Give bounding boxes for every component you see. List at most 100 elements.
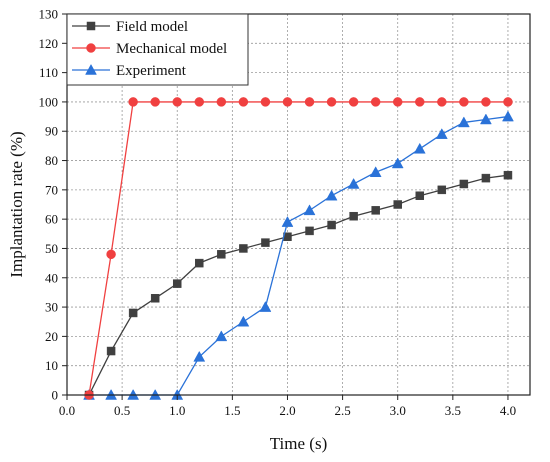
data-point bbox=[260, 97, 271, 107]
data-point bbox=[172, 279, 182, 288]
data-point bbox=[437, 185, 447, 195]
y-tick-label: 40 bbox=[45, 270, 58, 285]
series-circle-group bbox=[84, 97, 513, 400]
data-point bbox=[325, 189, 338, 201]
data-point bbox=[481, 173, 491, 183]
data-point bbox=[415, 97, 425, 107]
data-point bbox=[304, 97, 315, 107]
legend-item-field-model: Field model bbox=[72, 19, 188, 35]
series-square-group bbox=[84, 170, 513, 400]
y-tick-label: 130 bbox=[39, 7, 59, 22]
data-point bbox=[261, 238, 270, 247]
data-point bbox=[413, 142, 426, 154]
legend-label: Mechanical model bbox=[116, 41, 227, 57]
data-point bbox=[238, 97, 249, 107]
x-tick-label: 0.5 bbox=[114, 403, 130, 418]
y-tick-label: 70 bbox=[45, 182, 58, 197]
x-tick-label: 2.5 bbox=[334, 403, 350, 418]
x-tick-label: 1.0 bbox=[169, 403, 185, 418]
y-tick-label: 120 bbox=[39, 36, 59, 51]
data-point bbox=[459, 97, 469, 107]
data-point bbox=[435, 128, 448, 139]
data-point bbox=[481, 97, 491, 107]
data-point bbox=[479, 113, 492, 125]
y-tick-label: 30 bbox=[45, 300, 58, 315]
data-point bbox=[195, 258, 204, 268]
series-triangle-group bbox=[83, 110, 514, 400]
y-tick-label: 10 bbox=[45, 358, 58, 373]
data-point bbox=[391, 157, 404, 169]
data-point bbox=[503, 97, 513, 107]
x-axis-title: Time (s) bbox=[270, 434, 327, 453]
data-point bbox=[282, 97, 293, 107]
data-point bbox=[305, 226, 314, 236]
data-point bbox=[150, 294, 160, 303]
legend-label: Field model bbox=[116, 19, 188, 35]
data-point bbox=[371, 206, 380, 215]
data-point bbox=[349, 211, 358, 221]
data-point bbox=[128, 97, 138, 107]
legend-marker bbox=[86, 43, 96, 53]
data-point bbox=[393, 200, 402, 209]
legend-marker bbox=[85, 63, 97, 75]
legend-item-experiment: Experiment bbox=[72, 63, 187, 79]
legend: Field model Mechanical model Experiment bbox=[66, 13, 249, 86]
x-tick-label: 1.5 bbox=[224, 403, 240, 418]
legend-marker-shape bbox=[86, 43, 96, 53]
data-point bbox=[259, 301, 272, 312]
y-tick-label: 110 bbox=[39, 65, 58, 80]
data-point bbox=[239, 244, 248, 253]
data-point bbox=[347, 177, 360, 189]
y-tick-label: 0 bbox=[52, 388, 59, 403]
data-point bbox=[437, 97, 447, 107]
data-point bbox=[106, 249, 116, 260]
y-tick-label: 50 bbox=[45, 241, 58, 256]
axes bbox=[62, 13, 531, 400]
data-point bbox=[172, 97, 182, 107]
y-tick-label: 100 bbox=[39, 94, 59, 109]
y-tick-label: 20 bbox=[45, 329, 58, 344]
data-point bbox=[216, 97, 227, 107]
data-point bbox=[128, 308, 138, 318]
y-axis-title: Implantation rate (%) bbox=[7, 131, 26, 277]
y-tick-label: 80 bbox=[45, 153, 58, 168]
tick-labels: 0.0 0.5 1.0 1.5 2.0 2.5 3.0 3.5 4.0 0 10 20 30 40 50 60… bbox=[39, 7, 517, 419]
legend-item-mechanical-model: Mechanical model bbox=[72, 41, 227, 57]
data-point bbox=[502, 110, 514, 122]
data-point bbox=[503, 170, 513, 180]
plot-frame bbox=[66, 13, 531, 396]
x-tick-label: 3.0 bbox=[390, 403, 406, 418]
data-point bbox=[193, 350, 206, 362]
data-point bbox=[392, 97, 403, 107]
data-point bbox=[457, 116, 470, 128]
series-line bbox=[89, 115, 509, 396]
data-point bbox=[459, 179, 469, 189]
data-point bbox=[370, 97, 381, 107]
x-tick-label: 2.0 bbox=[279, 403, 295, 418]
data-point bbox=[369, 166, 382, 178]
legend-marker bbox=[86, 21, 96, 31]
legend-marker-shape bbox=[86, 21, 96, 31]
y-tick-label: 60 bbox=[45, 212, 58, 227]
y-tick-label: 90 bbox=[45, 124, 58, 139]
data-point bbox=[348, 97, 359, 107]
data-point bbox=[106, 346, 116, 356]
data-point bbox=[150, 97, 160, 107]
legend-label: Experiment bbox=[116, 63, 187, 79]
data-point bbox=[217, 250, 226, 259]
data-point bbox=[281, 216, 294, 227]
data-point bbox=[327, 220, 336, 230]
x-tick-label: 3.5 bbox=[445, 403, 461, 418]
data-point bbox=[237, 315, 250, 327]
data-point bbox=[303, 204, 316, 216]
data-point bbox=[415, 191, 425, 200]
series-line bbox=[88, 174, 509, 396]
x-tick-label: 4.0 bbox=[500, 403, 516, 418]
data-point bbox=[194, 97, 205, 107]
legend-marker-shape bbox=[85, 63, 97, 75]
x-tick-label: 0.0 bbox=[59, 403, 75, 418]
data-point bbox=[215, 330, 228, 342]
data-point bbox=[326, 97, 337, 107]
